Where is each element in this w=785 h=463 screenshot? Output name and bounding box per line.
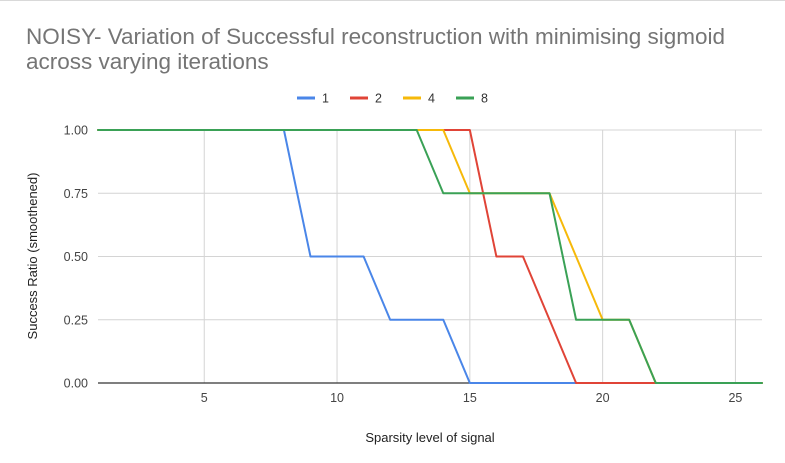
y-tick-label: 0.50 [64,250,88,264]
chart-title: NOISY- Variation of Successful reconstru… [26,24,726,74]
x-tick-labels: 5 10 15 20 25 [201,391,743,405]
legend-label-1: 1 [322,92,329,106]
y-tick-label: 0.00 [64,377,88,391]
legend-label-8: 8 [481,92,488,106]
y-tick-label: 0.75 [64,187,88,201]
legend-label-4: 4 [428,92,435,106]
series-line-8 [97,129,763,384]
top-divider [0,0,785,1]
y-axis-title: Success Ratio (smoothened) [25,173,40,340]
legend-label-2: 2 [375,92,382,106]
x-tick-label: 10 [330,391,344,405]
series-lines [97,129,763,384]
y-tick-labels: 0.00 0.25 0.50 0.75 1.00 [64,124,88,391]
y-tick-label: 0.25 [64,313,88,327]
legend: 1 2 4 8 [297,92,488,106]
x-tick-label: 25 [728,391,742,405]
x-tick-label: 15 [463,391,477,405]
x-tick-label: 5 [201,391,208,405]
x-axis-title: Sparsity level of signal [365,430,494,445]
x-tick-label: 20 [596,391,610,405]
y-tick-label: 1.00 [64,124,88,138]
horizontal-gridlines [98,129,762,321]
